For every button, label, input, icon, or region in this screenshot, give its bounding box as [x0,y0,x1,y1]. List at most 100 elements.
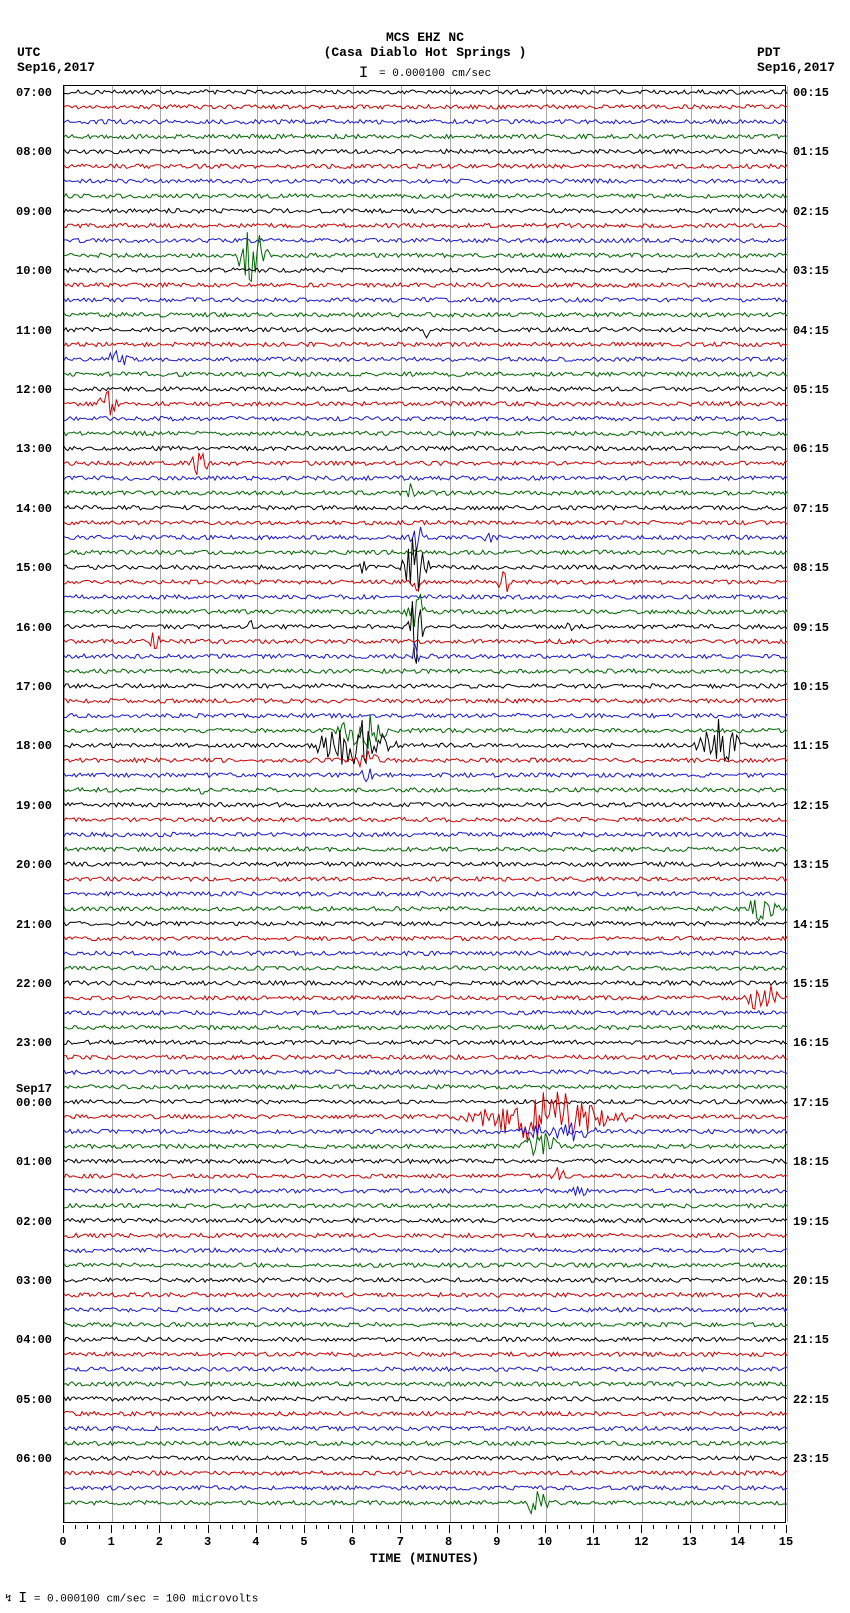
header: MCS EHZ NC (Casa Diablo Hot Springs ) [0,30,850,60]
x-tick-minor [653,1525,654,1529]
seismic-trace [64,1092,787,1141]
x-tick-minor [678,1525,679,1529]
footer-bracket-icon: I [18,1590,27,1607]
left-time-label: 19:00 [16,799,52,813]
seismic-trace [64,268,787,272]
seismic-trace [64,179,787,183]
x-tick-minor [244,1525,245,1529]
left-time-label: 05:00 [16,1393,52,1407]
left-time-label: 23:00 [16,1036,52,1050]
right-time-label: 00:15 [793,86,829,100]
x-tick-minor [774,1525,775,1529]
x-tick-minor [521,1525,522,1529]
seismic-trace [64,847,787,851]
x-tick [208,1525,209,1533]
left-date-label: Sep17 [16,1082,52,1096]
seismic-trace [64,803,787,807]
seismic-trace [64,1382,787,1386]
left-time-label: 08:00 [16,145,52,159]
x-tick-minor [412,1525,413,1529]
seismic-trace [64,538,787,592]
x-tick-minor [533,1525,534,1529]
seismic-trace [64,417,787,421]
x-tick-label: 15 [779,1535,793,1549]
station-location: (Casa Diablo Hot Springs ) [0,45,850,60]
x-tick-minor [364,1525,365,1529]
x-tick-minor [99,1525,100,1529]
x-tick [256,1525,257,1533]
x-tick [449,1525,450,1533]
seismic-trace [64,572,787,592]
left-time-label: 12:00 [16,383,52,397]
seismic-trace [64,1011,787,1015]
seismic-trace [64,120,787,124]
x-tick [786,1525,787,1533]
x-tick-minor [485,1525,486,1529]
seismic-trace [64,1397,787,1401]
x-tick-minor [461,1525,462,1529]
seismic-trace [64,134,787,138]
seismic-trace [64,1337,787,1341]
seismic-trace [64,951,787,955]
seismic-trace [64,351,787,365]
right-time-label: 10:15 [793,680,829,694]
scale-indicator: I = 0.000100 cm/sec [359,64,491,82]
x-tick-minor [425,1525,426,1529]
left-time-label: 21:00 [16,918,52,932]
right-time-label: 21:15 [793,1333,829,1347]
seismic-trace [64,862,787,866]
x-tick [304,1525,305,1533]
x-tick-label: 14 [731,1535,745,1549]
x-tick-minor [605,1525,606,1529]
station-code: MCS EHZ NC [0,30,850,45]
seismic-trace [64,981,787,985]
tz-left-label: UTC [17,45,95,60]
seismic-trace [64,936,787,940]
seismic-trace [64,669,787,673]
seismic-trace [64,313,787,317]
seismic-trace [64,238,787,242]
seismic-trace [64,1167,787,1180]
seismic-trace [64,387,787,391]
seismic-trace [64,298,787,302]
left-time-label: 17:00 [16,680,52,694]
seismic-trace [64,1441,787,1445]
right-time-label: 04:15 [793,324,829,338]
seismic-trace [64,527,787,552]
seismic-trace [64,1352,787,1356]
seismic-trace [64,1100,787,1104]
left-time-label: 14:00 [16,502,52,516]
seismic-trace [64,1491,787,1513]
seismic-trace [64,1025,787,1029]
left-time-label: 03:00 [16,1274,52,1288]
right-time-label: 02:15 [793,205,829,219]
right-time-label: 12:15 [793,799,829,813]
x-tick [641,1525,642,1533]
x-tick-label: 1 [108,1535,115,1549]
seismic-trace [64,224,787,228]
seismic-trace [64,105,787,109]
x-tick-minor [762,1525,763,1529]
left-time-label: 06:00 [16,1452,52,1466]
seismic-trace [64,1471,787,1475]
seismic-trace [64,986,787,1010]
x-tick-minor [328,1525,329,1529]
seismic-trace [64,900,787,921]
seismic-trace [64,1040,787,1044]
right-time-label: 06:15 [793,442,829,456]
seismic-trace [64,1134,787,1155]
left-time-label: 10:00 [16,264,52,278]
seismic-trace [64,521,787,525]
x-tick [63,1525,64,1533]
seismic-trace [64,633,787,649]
x-tick-label: 3 [204,1535,211,1549]
tz-right-label: PDT [757,45,835,60]
x-tick-label: 7 [397,1535,404,1549]
seismic-trace [64,431,787,435]
scale-bracket-icon: I [359,64,369,82]
x-tick-minor [196,1525,197,1529]
seismic-trace [64,1278,787,1282]
seismic-trace [64,892,787,896]
left-time-label: 20:00 [16,858,52,872]
seismic-trace [64,1186,787,1195]
